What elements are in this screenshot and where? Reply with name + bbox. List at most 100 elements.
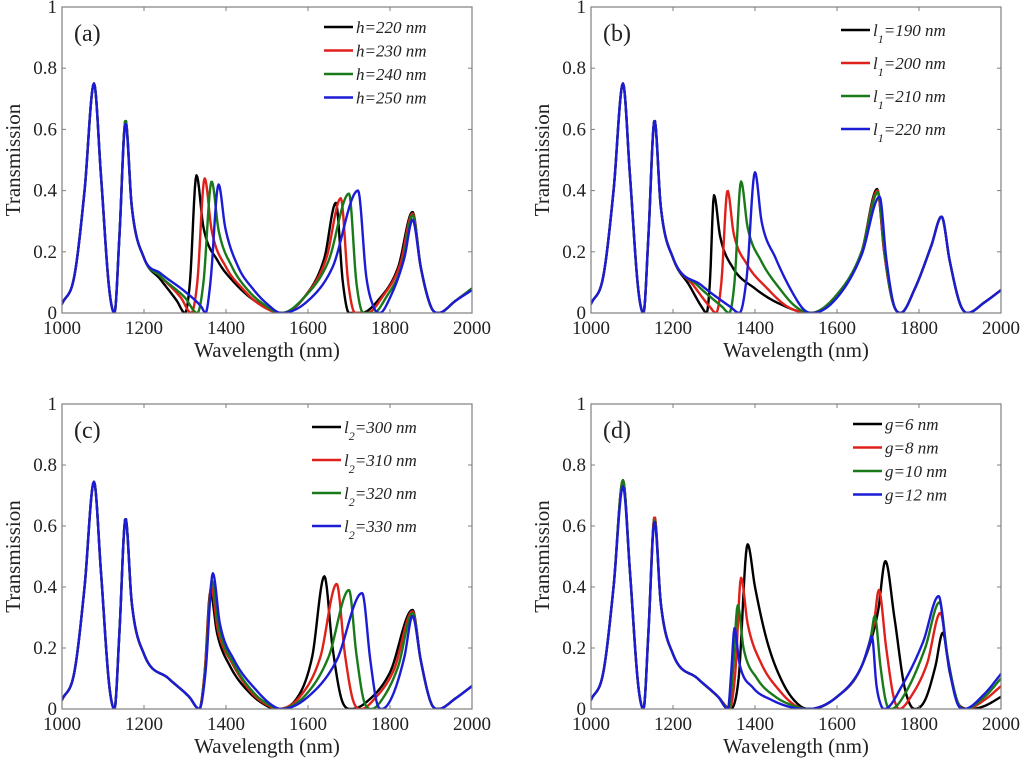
legend-item: l1=210 nm	[841, 87, 946, 112]
x-tick-label: 1000	[572, 714, 610, 735]
series-line-a-3	[62, 82, 472, 313]
y-tick-label: 0.2	[33, 638, 57, 659]
series-line-b-0	[591, 82, 1001, 313]
y-tick-label: 0.4	[33, 577, 57, 598]
legend-label: l1=210 nm	[873, 87, 946, 112]
legend-label: g=8 nm	[885, 439, 939, 458]
y-tick-label: 0.4	[562, 577, 586, 598]
x-tick-label: 1200	[654, 714, 692, 735]
x-tick-label: 1400	[207, 714, 245, 735]
series-line-b-2	[591, 82, 1001, 313]
x-axis-label: Wavelength (nm)	[194, 734, 340, 758]
legend: l2=300 nm l2=310 nm l2=320 nm l2=330 nm	[312, 418, 417, 542]
x-tick-label: 2000	[453, 714, 491, 735]
y-tick-label: 0.6	[562, 119, 586, 140]
y-tick-label: 1	[577, 394, 587, 415]
series-line-b-3	[591, 82, 1001, 313]
legend-item: l1=190 nm	[841, 21, 946, 46]
legend-label: l2=300 nm	[344, 418, 417, 443]
legend-item: l2=300 nm	[312, 418, 417, 443]
legend-label: g=10 nm	[885, 462, 947, 481]
legend-item: h=220 nm	[324, 18, 427, 37]
x-axis-label: Wavelength (nm)	[194, 338, 340, 362]
series-line-c-1	[62, 480, 472, 709]
axes-box	[590, 6, 1002, 314]
series-line-c-0	[62, 480, 472, 709]
legend-label: h=230 nm	[356, 42, 427, 61]
series-line-d-0	[591, 479, 1001, 709]
legend-label: l2=330 nm	[344, 517, 417, 542]
x-tick-label: 2000	[453, 318, 491, 339]
legend-label: h=240 nm	[356, 65, 427, 84]
series-line-d-1	[591, 479, 1001, 709]
panel-c: 1000 1200 1400 1600 1800 2000 0 0.2 0.4 0.6 0.8 1 Wa…	[1, 394, 491, 758]
y-tick-label: 0.8	[33, 455, 57, 476]
x-tick-label: 1800	[371, 318, 409, 339]
legend-item: h=240 nm	[324, 65, 427, 84]
x-tick-label: 1400	[207, 318, 245, 339]
legend-item: l1=200 nm	[841, 54, 946, 79]
legend-label: l1=190 nm	[873, 21, 946, 46]
x-tick-label: 1600	[818, 714, 856, 735]
legend-item: g=10 nm	[853, 462, 947, 481]
x-axis-label: Wavelength (nm)	[723, 734, 869, 758]
x-tick-label: 1200	[654, 318, 692, 339]
x-tick-label: 1600	[289, 714, 327, 735]
x-tick-label: 1000	[43, 714, 81, 735]
x-tick-label: 1400	[736, 714, 774, 735]
series-line-b-1	[591, 82, 1001, 313]
legend-item: g=6 nm	[853, 415, 939, 434]
y-tick-label: 0.8	[562, 455, 586, 476]
legend-label: h=220 nm	[356, 18, 427, 37]
legend: h=220 nm h=230 nm h=240 nm h=250 nm	[324, 18, 427, 108]
y-tick-label: 0	[577, 303, 587, 324]
y-tick-label: 0	[48, 303, 58, 324]
x-tick-label: 1800	[900, 714, 938, 735]
y-tick-label: 0.6	[562, 516, 586, 537]
x-tick-label: 1000	[572, 318, 610, 339]
y-tick-label: 0.4	[33, 181, 57, 202]
series-group	[591, 82, 1001, 313]
panel-label: (a)	[74, 21, 101, 47]
series-line-d-3	[591, 485, 1001, 709]
legend-item: l2=320 nm	[312, 484, 417, 509]
legend-item: g=12 nm	[853, 486, 947, 505]
y-tick-label: 0.2	[33, 242, 57, 263]
series-group	[62, 480, 472, 709]
y-tick-label: 1	[48, 0, 58, 18]
y-tick-label: 0	[48, 699, 58, 720]
x-tick-label: 2000	[982, 714, 1020, 735]
legend-label: l1=200 nm	[873, 54, 946, 79]
panel-a: 1000 1200 1400 1600 1800 2000 0 0.2 0.4 0.6 0.8 1 Wa…	[1, 0, 491, 362]
series-line-c-3	[62, 480, 472, 709]
legend-item: l2=330 nm	[312, 517, 417, 542]
y-tick-label: 0.6	[33, 516, 57, 537]
legend-label: l1=220 nm	[873, 120, 946, 145]
x-tick-label: 1800	[900, 318, 938, 339]
x-tick-label: 1600	[289, 318, 327, 339]
legend-label: l2=320 nm	[344, 484, 417, 509]
x-tick-label: 1200	[125, 714, 163, 735]
y-tick-label: 0.4	[562, 181, 586, 202]
y-tick-label: 1	[48, 394, 58, 415]
x-axis-label: Wavelength (nm)	[723, 338, 869, 362]
x-tick-label: 1600	[818, 318, 856, 339]
y-axis-label: Transmission	[1, 103, 25, 216]
y-axis-label: Transmission	[530, 500, 554, 613]
panel-b: 1000 1200 1400 1600 1800 2000 0 0.2 0.4 0.6 0.8 1 Wa…	[530, 0, 1020, 362]
y-axis-label: Transmission	[1, 500, 25, 613]
legend-item: l2=310 nm	[312, 451, 417, 476]
series-line-a-1	[62, 82, 472, 313]
legend-label: h=250 nm	[356, 89, 427, 108]
x-tick-label: 2000	[982, 318, 1020, 339]
x-tick-label: 1800	[371, 714, 409, 735]
legend-item: g=8 nm	[853, 439, 939, 458]
y-tick-label: 1	[577, 0, 587, 18]
panel-d: 1000 1200 1400 1600 1800 2000 0 0.2 0.4 0.6 0.8 1 Wa…	[530, 394, 1020, 758]
series-group	[62, 82, 472, 313]
series-line-a-0	[62, 82, 472, 313]
y-tick-label: 0	[577, 699, 587, 720]
x-tick-label: 1200	[125, 318, 163, 339]
legend: l1=190 nm l1=200 nm l1=210 nm l1=220 nm	[841, 21, 946, 145]
